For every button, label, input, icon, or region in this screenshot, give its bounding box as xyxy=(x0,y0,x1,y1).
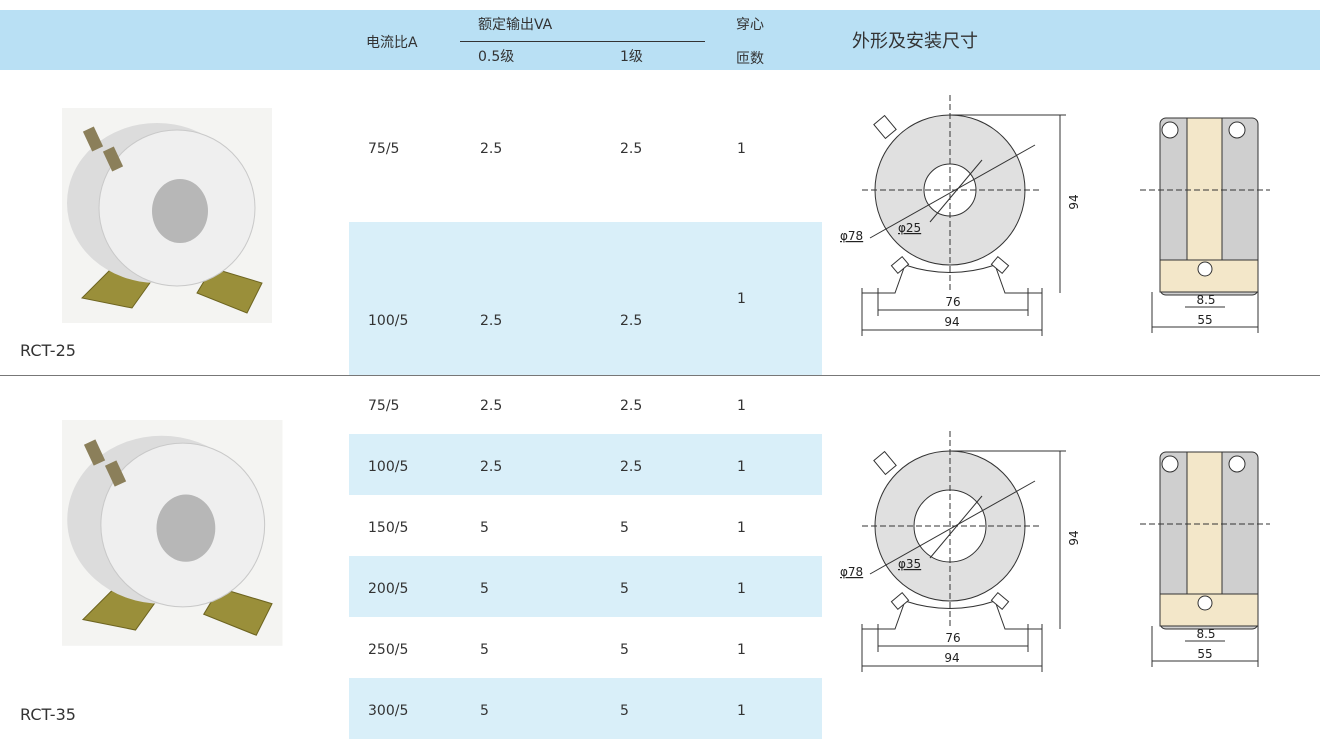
dim-line xyxy=(869,144,1036,239)
table-cell: 5 xyxy=(620,581,629,597)
foot xyxy=(196,267,263,314)
foot xyxy=(202,587,273,636)
dim-label: 8.5 xyxy=(1196,293,1215,307)
table-cell: 150/5 xyxy=(368,520,409,536)
section-divider xyxy=(0,375,1320,376)
row-band xyxy=(349,434,822,495)
model-name: RCT-25 xyxy=(20,341,76,360)
table-cell: 5 xyxy=(480,520,489,536)
header-rule xyxy=(460,41,705,42)
bolt xyxy=(890,255,910,275)
table-cell: 5 xyxy=(620,642,629,658)
header-turns: 匝数 xyxy=(736,51,764,67)
dim-label: 94 xyxy=(1067,530,1081,545)
table-cell: 300/5 xyxy=(368,703,409,719)
bolt xyxy=(1197,595,1213,611)
table-cell: 2.5 xyxy=(480,398,503,414)
side-strip xyxy=(1186,451,1223,595)
dim-line xyxy=(929,159,983,223)
table-cell: 5 xyxy=(480,642,489,658)
row-band xyxy=(349,556,822,617)
model-name: RCT-35 xyxy=(20,705,76,724)
product-photo xyxy=(62,108,272,323)
table-cell: 2.5 xyxy=(620,398,643,414)
header-rated-output: 额定输出VA xyxy=(478,17,553,33)
dim-label: 8.5 xyxy=(1196,627,1215,641)
terminal xyxy=(82,126,104,152)
dim-label: 94 xyxy=(944,651,959,665)
bracket xyxy=(862,600,1042,630)
table-cell: 1 xyxy=(737,642,746,658)
table-cell: 2.5 xyxy=(480,141,503,157)
table-cell: 1 xyxy=(737,703,746,719)
dim-label: 55 xyxy=(1197,313,1212,327)
table-cell: 75/5 xyxy=(368,398,400,414)
table-cell: 1 xyxy=(737,141,746,157)
table-cell: 1 xyxy=(737,581,746,597)
table-cell: 2.5 xyxy=(480,459,503,475)
table-cell: 5 xyxy=(480,703,489,719)
bracket xyxy=(862,264,1042,294)
bolt xyxy=(890,591,910,611)
table-cell: 1 xyxy=(737,291,746,307)
product-photo xyxy=(62,420,283,646)
terminal xyxy=(83,439,106,466)
row-band xyxy=(349,678,822,739)
header-class: 1级 xyxy=(620,49,643,65)
table-cell: 1 xyxy=(737,398,746,414)
bolt xyxy=(873,114,897,140)
table-cell: 200/5 xyxy=(368,581,409,597)
bolt xyxy=(1228,121,1246,139)
header-class: 0.5级 xyxy=(478,49,515,65)
body-hole xyxy=(152,179,208,243)
header-dimensions: 外形及安装尺寸 xyxy=(852,31,978,52)
dim-label: 94 xyxy=(1067,194,1081,209)
table-cell: 100/5 xyxy=(368,459,409,475)
table-cell: 1 xyxy=(737,459,746,475)
terminal xyxy=(102,146,124,172)
table-cell: 5 xyxy=(620,703,629,719)
dim-line xyxy=(869,480,1036,575)
table-cell: 75/5 xyxy=(368,141,400,157)
dim-label: 94 xyxy=(944,315,959,329)
body-hole xyxy=(156,494,216,562)
dim-line xyxy=(929,495,983,559)
header-band xyxy=(0,10,1320,70)
table-cell: 1 xyxy=(737,520,746,536)
table-cell: 5 xyxy=(620,520,629,536)
dim-label: φ25 xyxy=(898,221,921,235)
dim-label: φ78 xyxy=(840,229,863,243)
bolt xyxy=(1228,455,1246,473)
table-cell: 100/5 xyxy=(368,313,409,329)
bolt xyxy=(1161,121,1179,139)
dim-label: φ78 xyxy=(840,565,863,579)
dim-label: 55 xyxy=(1197,647,1212,661)
header-turns: 穿心 xyxy=(736,17,764,33)
terminal xyxy=(104,460,127,487)
table-cell: 250/5 xyxy=(368,642,409,658)
side-strip xyxy=(1186,117,1223,261)
bolt xyxy=(1161,455,1179,473)
table-cell: 2.5 xyxy=(620,141,643,157)
dim-label: 76 xyxy=(945,631,960,645)
row-band xyxy=(349,222,822,375)
dim-label: φ35 xyxy=(898,557,921,571)
bolt xyxy=(990,591,1010,611)
table-cell: 2.5 xyxy=(620,459,643,475)
table-cell: 5 xyxy=(480,581,489,597)
bolt xyxy=(1197,261,1213,277)
table-cell: 2.5 xyxy=(480,313,503,329)
header-ratio: 电流比A xyxy=(366,35,418,51)
table-cell: 2.5 xyxy=(620,313,643,329)
bolt xyxy=(873,450,897,476)
bolt xyxy=(990,255,1010,275)
dim-label: 76 xyxy=(945,295,960,309)
